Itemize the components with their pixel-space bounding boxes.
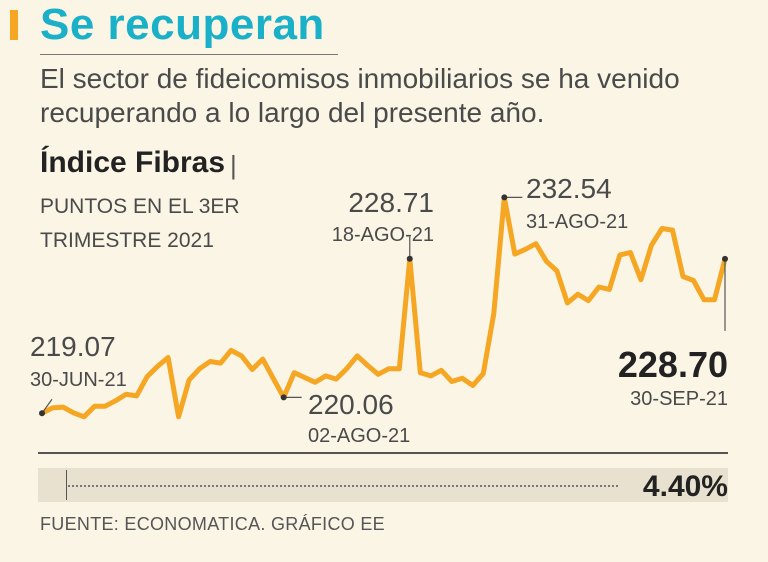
peak2-date-label: 31-AGO-21 bbox=[526, 211, 628, 233]
change-dotted-line bbox=[68, 485, 618, 487]
change-tick bbox=[66, 470, 67, 500]
marker-group bbox=[39, 194, 728, 417]
start-date-label: 30-JUN-21 bbox=[30, 369, 127, 391]
title-underline bbox=[40, 54, 338, 55]
start-value-label: 219.07 bbox=[30, 331, 116, 362]
peak2-value-label: 232.54 bbox=[526, 173, 612, 204]
units-label: PUNTOS EN EL 3ER TRIMESTRE 2021 bbox=[40, 195, 240, 252]
source-note: FUENTE: ECONOMATICA. GRÁFICO EE bbox=[40, 514, 385, 534]
index-title: Índice Fibras bbox=[40, 146, 226, 179]
low-value-label: 220.06 bbox=[308, 389, 394, 420]
low-point-marker bbox=[280, 394, 287, 401]
peak1-value-label: 228.71 bbox=[348, 187, 434, 218]
change-value: 4.40% bbox=[642, 470, 728, 503]
index-series-line bbox=[39, 194, 728, 420]
low-date-label: 02-AGO-21 bbox=[308, 425, 410, 447]
index-separator: | bbox=[230, 150, 237, 180]
end-point-marker bbox=[722, 255, 728, 262]
start-point-marker bbox=[39, 410, 45, 417]
page-title: Se recuperan bbox=[40, 0, 325, 49]
subtitle: El sector de fideicomisos inmobiliarios … bbox=[40, 63, 680, 128]
series-group bbox=[39, 194, 728, 420]
peak1-point-marker bbox=[406, 255, 413, 262]
chart-bottom-rule bbox=[38, 452, 728, 454]
peak1-date-label: 18-AGO-21 bbox=[332, 224, 434, 246]
end-date-label: 30-SEP-21 bbox=[630, 388, 728, 410]
end-value-label: 228.70 bbox=[618, 344, 728, 385]
title-accent-bar bbox=[10, 10, 18, 40]
peak2-point-marker bbox=[501, 194, 508, 201]
